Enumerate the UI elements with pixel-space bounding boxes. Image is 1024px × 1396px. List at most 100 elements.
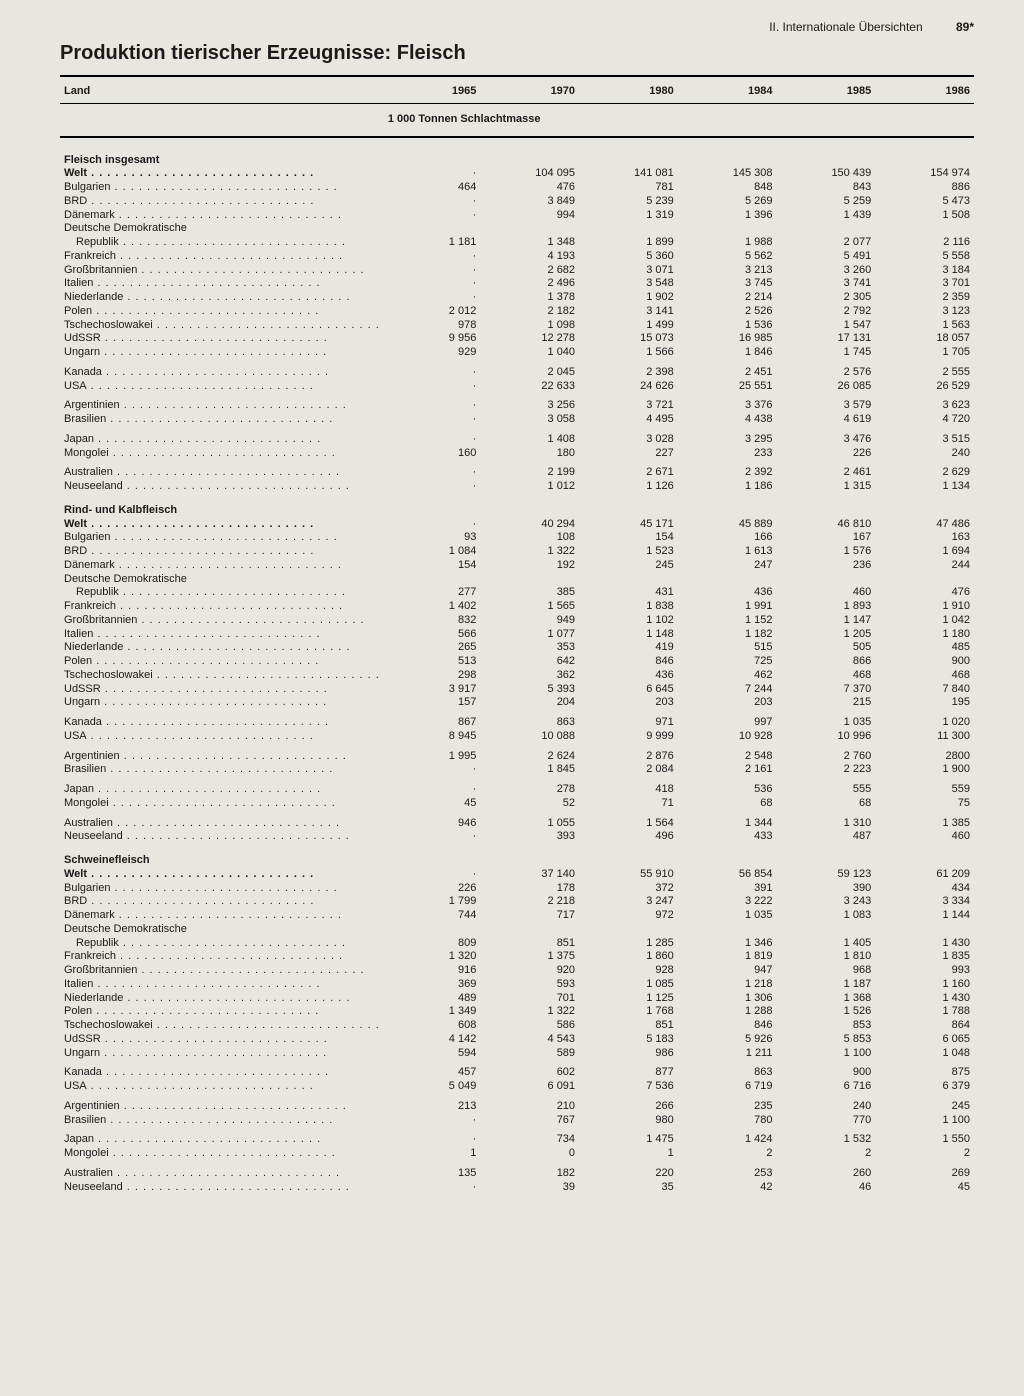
cell-value: 2 182	[480, 305, 579, 319]
cell-value: 0	[480, 1147, 579, 1161]
row-label: Neuseeland	[60, 480, 384, 494]
row-label: Großbritannien	[60, 264, 384, 278]
cell-value: 846	[579, 655, 678, 669]
row-label: Mongolei	[60, 1147, 384, 1161]
cell-value: 3 721	[579, 393, 678, 413]
cell-value: 2	[776, 1147, 875, 1161]
cell-value: 369	[384, 978, 481, 992]
cell-value: 2 555	[875, 360, 974, 380]
cell-value: 204	[480, 696, 579, 710]
cell-value: 5 393	[480, 683, 579, 697]
cell-value: 1 100	[875, 1114, 974, 1128]
cell-value: 1 378	[480, 291, 579, 305]
table-row: UdSSR4 1424 5435 1835 9265 8536 065	[60, 1033, 974, 1047]
cell-value: 3 243	[776, 895, 875, 909]
cell-value: 226	[384, 882, 481, 896]
cell-value: 900	[776, 1060, 875, 1080]
cell-value: 1 084	[384, 545, 481, 559]
cell-value: 240	[875, 447, 974, 461]
cell-value: 744	[384, 909, 481, 923]
cell-value: 3 184	[875, 264, 974, 278]
cell-value: 26 529	[875, 380, 974, 394]
header-section: II. Internationale Übersichten	[769, 20, 922, 34]
cell-value: 476	[875, 586, 974, 600]
table-row: Ungarn5945899861 2111 1001 048	[60, 1047, 974, 1061]
table-row: Frankreich1 4021 5651 8381 9911 8931 910	[60, 600, 974, 614]
cell-value: 993	[875, 964, 974, 978]
cell-value: 2 526	[678, 305, 777, 319]
table-row: Mongolei455271686875	[60, 797, 974, 811]
cell-value: 3 476	[776, 427, 875, 447]
cell-value: 220	[579, 1161, 678, 1181]
cell-value: 1 988	[678, 236, 777, 250]
cell-value: 1 083	[776, 909, 875, 923]
table-row: Argentinien·3 2563 7213 3763 5793 623	[60, 393, 974, 413]
row-label: Republik	[60, 586, 384, 600]
row-label: Dänemark	[60, 559, 384, 573]
cell-value: 972	[579, 909, 678, 923]
cell-value: 1 835	[875, 950, 974, 964]
cell-value: 505	[776, 641, 875, 655]
cell-value: 780	[678, 1114, 777, 1128]
cell-value: 1 396	[678, 209, 777, 223]
cell-value: 5 269	[678, 195, 777, 209]
cell-value: 2 199	[480, 460, 579, 480]
cell-value: 864	[875, 1019, 974, 1033]
cell-value: 851	[579, 1019, 678, 1033]
table-body: 1 000 Tonnen SchlachtmasseFleisch insges…	[60, 101, 974, 1195]
cell-value: 5 558	[875, 250, 974, 264]
cell-value: 1 042	[875, 614, 974, 628]
row-label: Kanada	[60, 1060, 384, 1080]
cell-value: 391	[678, 882, 777, 896]
row-label: BRD	[60, 195, 384, 209]
cell-value: 2 161	[678, 763, 777, 777]
cell-value: ·	[384, 480, 481, 494]
cell-value: 594	[384, 1047, 481, 1061]
cell-value: 390	[776, 882, 875, 896]
page-title: Produktion tierischer Erzeugnisse: Fleis…	[60, 42, 974, 65]
row-label: UdSSR	[60, 683, 384, 697]
cell-value: 245	[579, 559, 678, 573]
cell-value: 928	[579, 964, 678, 978]
table-row: Deutsche Demokratische	[60, 222, 974, 236]
cell-value: 163	[875, 531, 974, 545]
table-row: Australien135182220253260269	[60, 1161, 974, 1181]
cell-value: 980	[579, 1114, 678, 1128]
cell-value: 108	[480, 531, 579, 545]
cell-value: 6 065	[875, 1033, 974, 1047]
cell-value: 846	[678, 1019, 777, 1033]
table-row: Niederlande·1 3781 9022 2142 3052 359	[60, 291, 974, 305]
cell-value: 1 799	[384, 895, 481, 909]
table-row: Dänemark7447179721 0351 0831 144	[60, 909, 974, 923]
cell-value	[776, 923, 875, 937]
cell-value: 167	[776, 531, 875, 545]
cell-value: 460	[875, 830, 974, 844]
cell-value: 770	[776, 1114, 875, 1128]
cell-value: 1 430	[875, 992, 974, 1006]
table-row: Deutsche Demokratische	[60, 923, 974, 937]
cell-value: 1 788	[875, 1005, 974, 1019]
col-year: 1980	[579, 83, 678, 101]
row-label: Frankreich	[60, 250, 384, 264]
cell-value	[480, 573, 579, 587]
cell-value: 353	[480, 641, 579, 655]
table-row: Italien3695931 0851 2181 1871 160	[60, 978, 974, 992]
cell-value: 7 840	[875, 683, 974, 697]
cell-value	[579, 222, 678, 236]
row-label: Ungarn	[60, 1047, 384, 1061]
cell-value	[678, 222, 777, 236]
cell-value: 46	[776, 1181, 875, 1195]
cell-value: 1 148	[579, 628, 678, 642]
cell-value: ·	[384, 777, 481, 797]
cell-value	[776, 222, 875, 236]
cell-value: 6 379	[875, 1080, 974, 1094]
cell-value: 247	[678, 559, 777, 573]
cell-value: 7 536	[579, 1080, 678, 1094]
cell-value: 1 536	[678, 319, 777, 333]
cell-value: 436	[678, 586, 777, 600]
cell-value: 3 515	[875, 427, 974, 447]
row-label: Neuseeland	[60, 1181, 384, 1195]
cell-value: 566	[384, 628, 481, 642]
cell-value	[480, 222, 579, 236]
cell-value: 1 125	[579, 992, 678, 1006]
